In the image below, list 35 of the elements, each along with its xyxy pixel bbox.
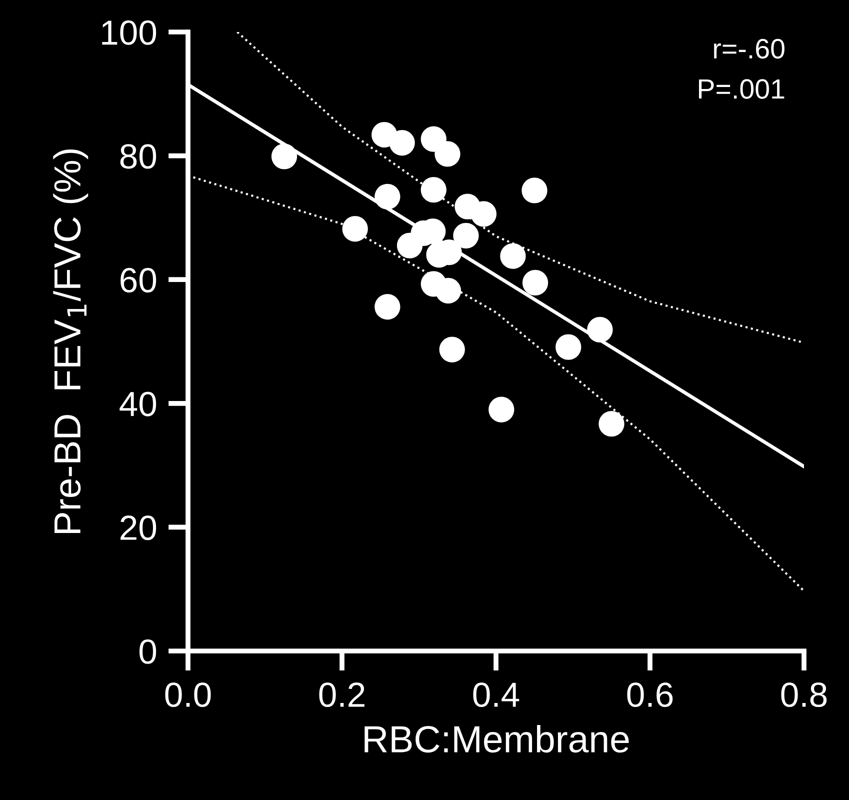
x-tick-label: 0.4 xyxy=(473,682,520,708)
x-tick-label: 0.6 xyxy=(627,682,673,708)
point xyxy=(342,216,368,242)
point xyxy=(439,336,465,362)
y-tick-label: 80 xyxy=(120,144,156,169)
point xyxy=(271,144,298,170)
x-tick-label: 0.0 xyxy=(165,682,211,708)
x-axis-title: RBC:Membrane xyxy=(364,725,629,753)
point xyxy=(435,278,462,304)
point xyxy=(374,184,400,210)
y-tick-label: 60 xyxy=(120,268,156,293)
y-tick-label: 20 xyxy=(120,516,156,540)
point xyxy=(488,396,514,422)
point xyxy=(389,130,415,156)
x-tick-label: 0.2 xyxy=(319,682,364,708)
x-tick-label: 0.8 xyxy=(781,682,827,708)
annotation: P=.001 xyxy=(698,79,784,99)
point xyxy=(556,334,582,360)
point xyxy=(470,201,496,227)
point xyxy=(434,141,460,167)
point xyxy=(453,222,479,248)
annotation: r=-.60 xyxy=(714,38,784,59)
point xyxy=(598,411,624,437)
point xyxy=(522,270,548,296)
y-tick-label: 0 xyxy=(139,639,156,664)
point xyxy=(500,243,526,269)
point xyxy=(374,294,400,320)
line-series xyxy=(236,32,804,344)
point xyxy=(396,232,423,258)
y-tick-label: 100 xyxy=(102,20,156,45)
y-tick-label: 40 xyxy=(120,392,156,416)
y-axis-title: Pre-BD FEV$_{1}$/FVC (%) xyxy=(53,150,88,534)
point xyxy=(587,316,613,343)
point xyxy=(522,178,548,204)
point xyxy=(420,177,446,203)
